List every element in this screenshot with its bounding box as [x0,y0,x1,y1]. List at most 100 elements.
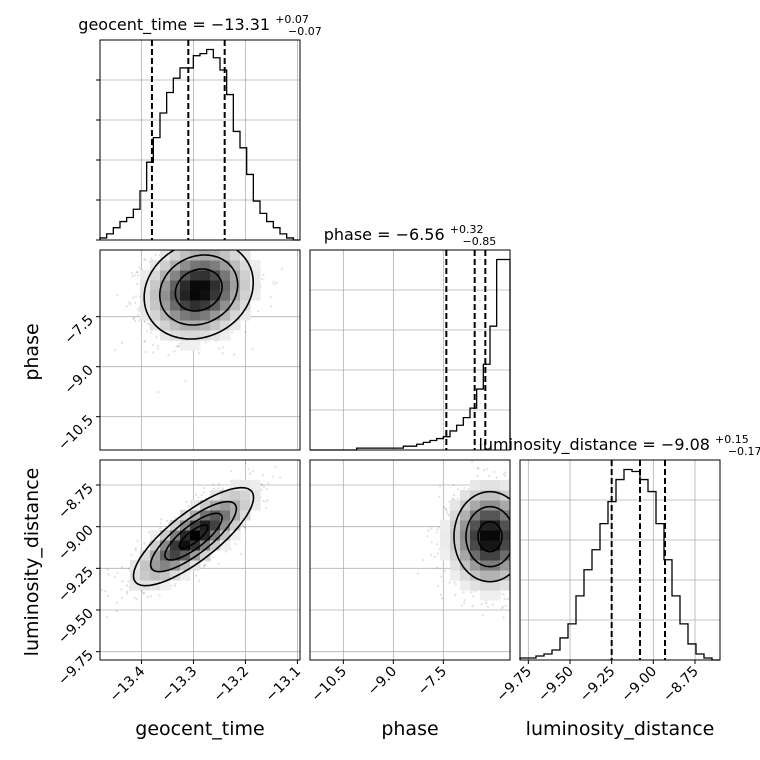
sample-point [436,528,439,531]
sample-point [476,474,479,477]
sample-point [136,313,140,316]
sample-point [444,569,447,572]
density-cell [150,540,161,551]
sample-point [221,346,224,349]
sample-point [105,616,109,619]
density-cell [170,300,181,311]
density-cell [210,520,221,531]
sample-point [435,566,439,569]
density-cell [220,310,231,321]
sample-point [185,500,188,504]
density-cell [180,520,191,531]
density-cell [160,280,171,291]
sample-point [146,596,150,599]
sample-point [460,604,463,607]
density-cell [190,550,201,561]
sample-point [173,350,176,353]
density-cell [200,510,211,521]
sample-point [147,531,150,534]
density-cell [190,260,201,271]
density-cell [210,300,221,311]
sample-point [155,335,158,339]
sample-point [416,572,419,575]
sample-point [217,483,220,486]
sample-point [273,283,276,286]
density-cell [150,570,161,581]
sample-point [481,614,484,617]
sample-point [125,305,129,308]
sample-point [234,542,237,545]
density-cell [250,270,261,281]
sample-point [445,508,448,511]
sample-point [135,271,138,274]
sample-point [143,591,146,595]
sample-point [488,474,491,478]
sample-point [457,488,460,491]
density-cell [180,250,191,261]
contour-line [132,486,255,587]
density-cell [210,260,221,271]
sample-point [128,301,131,304]
density-cell [150,290,161,301]
density-cell [130,560,141,571]
histogram-phase-panel [309,249,511,451]
contour-line [178,524,209,550]
density-cell [180,570,191,581]
density-cell [160,270,171,281]
density-cell [250,290,261,301]
density-cell [200,290,211,301]
sample-point [143,541,146,545]
sample-point [120,596,124,599]
sample-point [156,345,159,348]
sample-point [212,487,216,490]
density-cell [160,530,171,541]
sample-point [436,585,439,588]
sample-point [230,470,233,473]
density-cell [220,260,231,271]
sample-point [212,555,215,559]
sample-point [448,514,451,517]
sample-point [159,522,162,525]
sample-point [502,593,505,596]
sample-point [174,516,177,519]
density-cell [200,540,211,551]
sample-point [134,547,137,550]
sample-point [502,616,505,619]
density-cell [200,260,211,271]
sample-point [129,303,132,306]
density-cell [170,270,181,281]
sample-point [149,331,153,334]
density-cell [180,340,191,351]
density-cell [210,250,221,261]
density-cell [180,560,191,571]
sample-point [136,539,139,542]
sample-point [262,485,266,488]
density-layer [100,461,282,619]
sample-point [149,594,152,598]
density-cell [140,290,151,301]
sample-point [463,486,466,490]
sample-point [135,598,138,601]
sample-point [445,507,448,511]
sample-point [441,597,444,600]
density-cell [240,260,251,271]
sample-point [137,308,140,311]
sample-point [485,467,488,471]
density-layer [416,460,510,626]
sample-point [217,562,220,565]
density-cell [170,570,181,581]
sample-point [440,575,443,578]
sample-point [138,319,141,322]
sample-point [127,567,131,570]
sample-point [261,473,265,477]
sample-point [454,593,457,597]
sample-point [272,280,275,283]
density-cell [180,300,191,311]
density-layer [114,250,284,394]
density-cell [180,320,191,331]
sample-point [486,605,490,608]
sample-point [156,347,160,351]
sample-point [173,584,176,588]
sample-point [230,331,234,334]
